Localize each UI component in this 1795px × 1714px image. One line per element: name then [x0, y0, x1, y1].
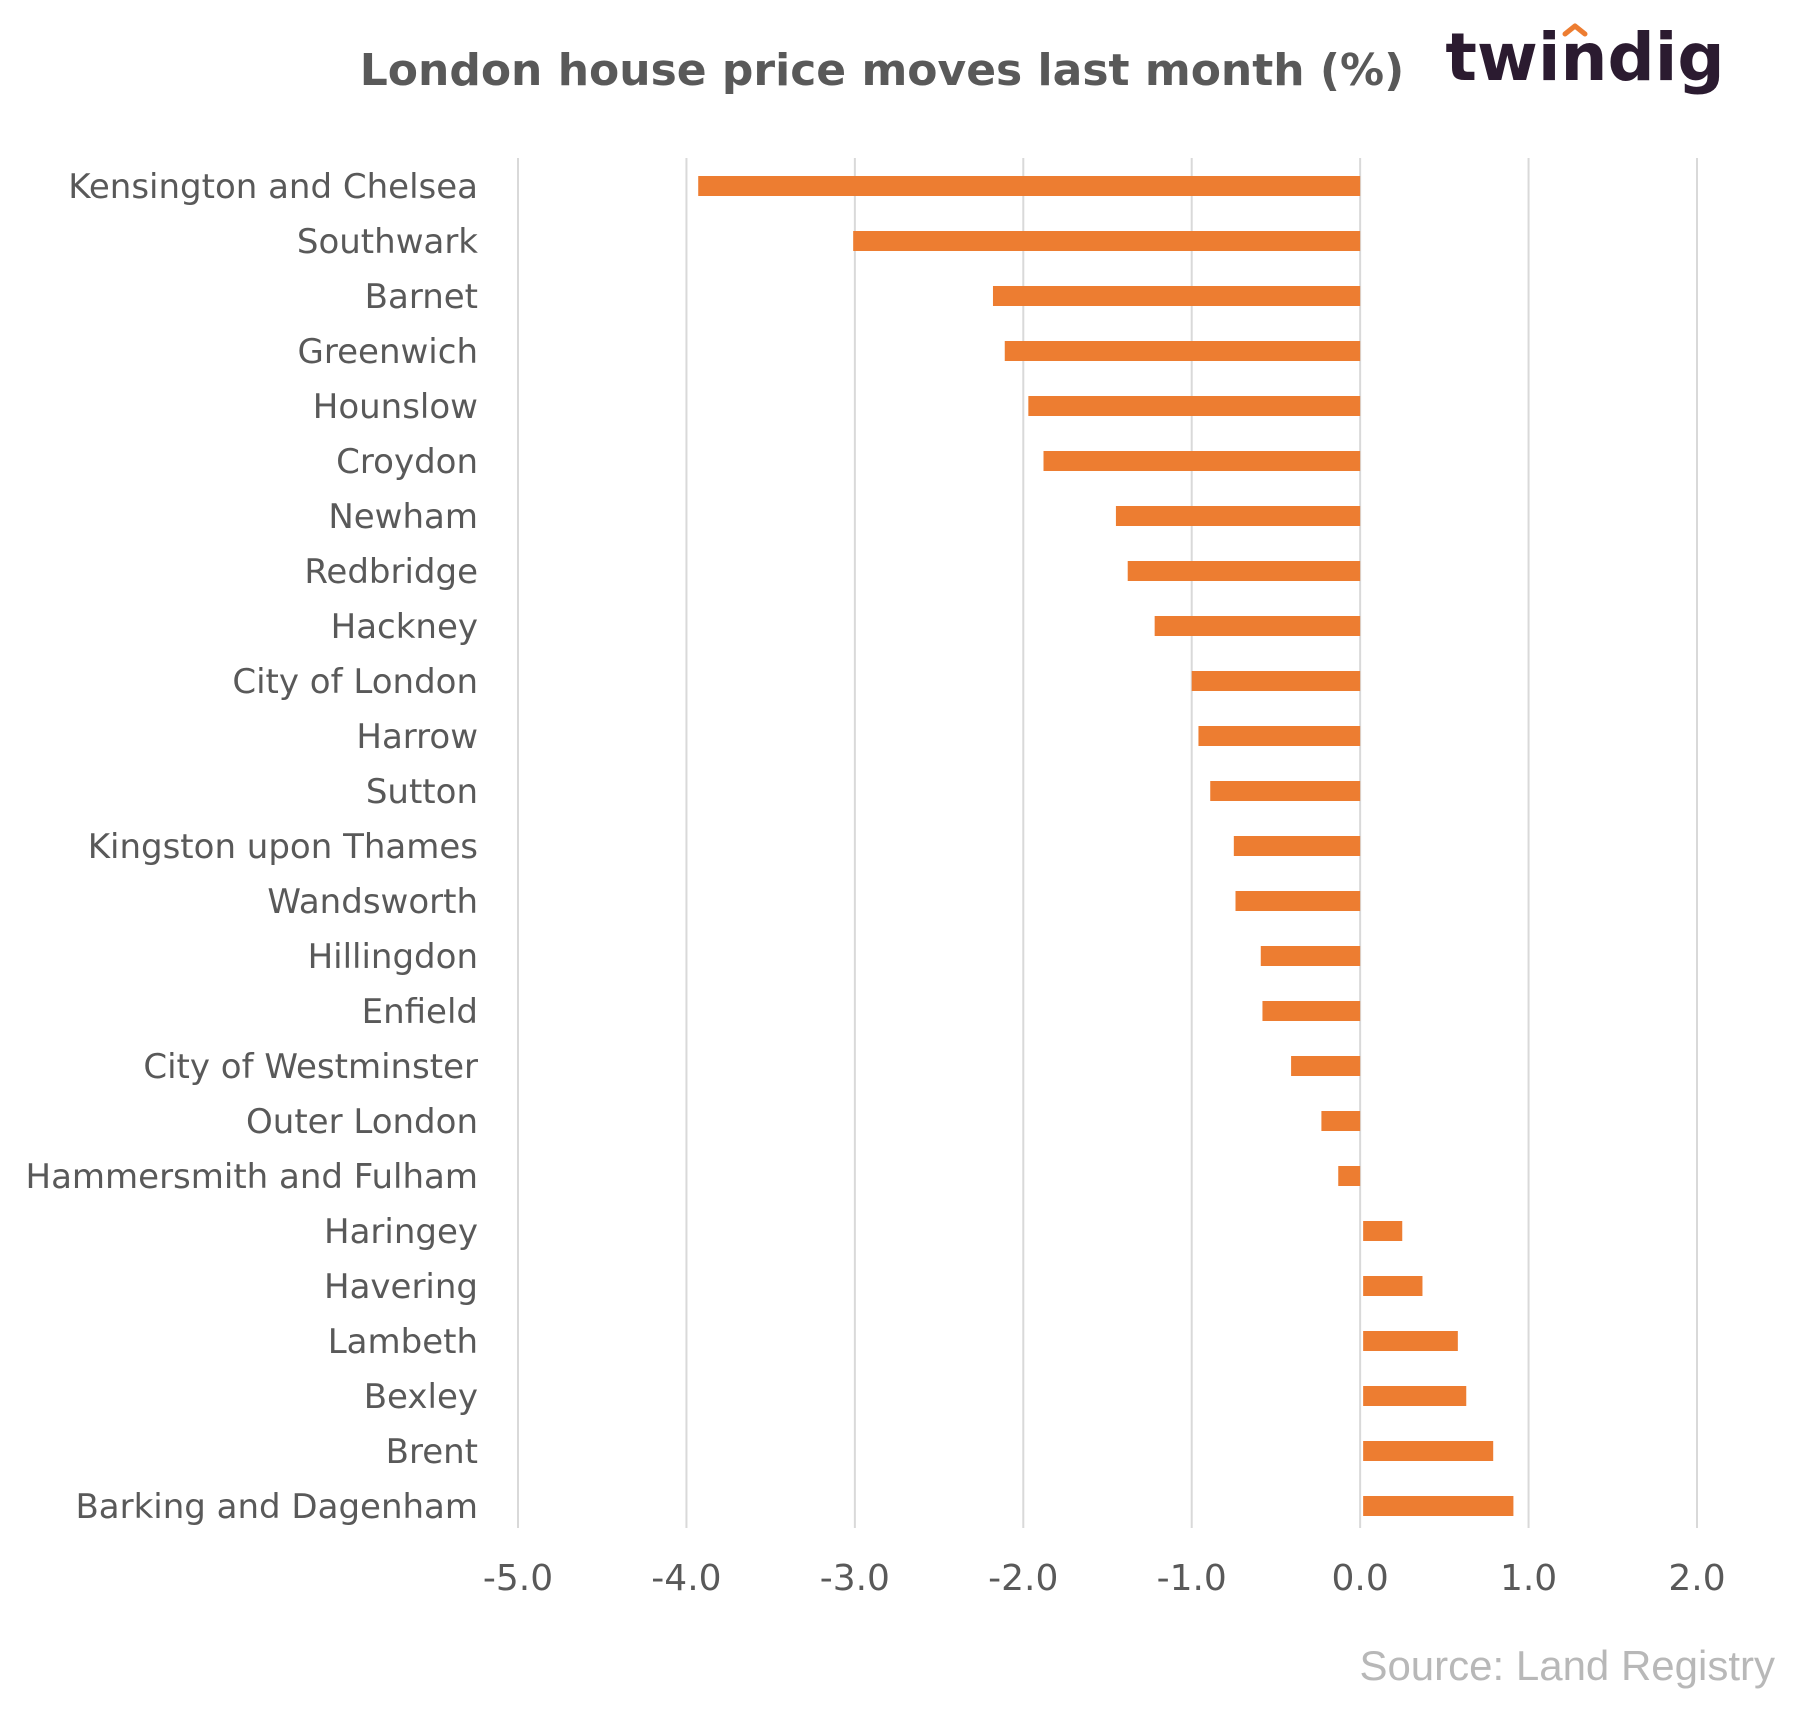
category-label: Brent: [386, 1432, 478, 1472]
category-label: City of Westminster: [143, 1047, 478, 1087]
bar: [1127, 561, 1361, 581]
bar: [1004, 341, 1361, 361]
bar: [1154, 616, 1361, 636]
category-label: City of London: [232, 662, 478, 702]
category-label: Hammersmith and Fulham: [26, 1157, 478, 1197]
category-label: Barking and Dagenham: [75, 1487, 478, 1527]
bar: [1115, 506, 1361, 526]
bar: [1363, 1441, 1494, 1461]
logo-accent-icon: [1562, 23, 1588, 37]
category-label: Lambeth: [328, 1322, 478, 1362]
bar: [1363, 1276, 1423, 1296]
x-axis-tick-labels: -5.0 -4.0 -3.0 -2.0 -1.0 0.0 1.0 2.0: [483, 1558, 1726, 1599]
category-label: Hillingdon: [308, 937, 478, 977]
gridlines: [517, 158, 1698, 1528]
category-label: Southwark: [297, 222, 478, 262]
bar: [1262, 1001, 1361, 1021]
category-label: Kensington and Chelsea: [68, 167, 478, 207]
bar: [1028, 396, 1361, 416]
bar: [1363, 1331, 1458, 1351]
x-tick-label: -4.0: [651, 1558, 721, 1599]
bar: [1363, 1386, 1467, 1406]
category-label: Sutton: [366, 772, 478, 812]
category-labels: Kensington and Chelsea Southwark Barnet Gre…: [26, 167, 479, 1527]
category-label: Croydon: [336, 442, 478, 482]
bar: [1233, 836, 1361, 856]
x-tick-label: 1.0: [1500, 1558, 1557, 1599]
category-label: Redbridge: [304, 552, 478, 592]
bars: [698, 176, 1514, 1516]
category-label: Newham: [328, 497, 478, 537]
category-label: Hounslow: [313, 387, 478, 427]
category-label: Enfield: [362, 992, 478, 1032]
x-tick-label: 2.0: [1668, 1558, 1725, 1599]
category-label: Hackney: [331, 607, 478, 647]
x-tick-label: 0.0: [1332, 1558, 1389, 1599]
bar: [1198, 726, 1361, 746]
category-label: Harrow: [356, 717, 478, 757]
bar: [1210, 781, 1361, 801]
bar: [1260, 946, 1361, 966]
category-label: Outer London: [246, 1102, 478, 1142]
category-label: Bexley: [364, 1377, 478, 1417]
bar: [1191, 671, 1361, 691]
bar: [698, 176, 1361, 196]
bar: [1043, 451, 1361, 471]
bar: [1338, 1166, 1361, 1186]
category-label: Barnet: [365, 277, 478, 317]
twindig-logo: twindig: [1445, 19, 1724, 96]
bar: [1363, 1496, 1514, 1516]
bar: [1235, 891, 1361, 911]
logo-text: twindig: [1445, 19, 1724, 96]
bar: [992, 286, 1361, 306]
chart-title: London house price moves last month (%): [360, 45, 1405, 96]
category-label: Haringey: [324, 1212, 478, 1252]
x-tick-label: -1.0: [1157, 1558, 1227, 1599]
category-label: Greenwich: [298, 332, 478, 372]
category-label: Wandsworth: [267, 882, 478, 922]
x-tick-label: -5.0: [483, 1558, 553, 1599]
bar: [1363, 1221, 1403, 1241]
source-note: Source: Land Registry: [1359, 1642, 1775, 1689]
bar: [1321, 1111, 1361, 1131]
x-tick-label: -2.0: [988, 1558, 1058, 1599]
x-tick-label: -3.0: [820, 1558, 890, 1599]
bar: [1291, 1056, 1361, 1076]
category-label: Havering: [324, 1267, 478, 1307]
category-label: Kingston upon Thames: [88, 827, 478, 867]
bar: [853, 231, 1361, 251]
